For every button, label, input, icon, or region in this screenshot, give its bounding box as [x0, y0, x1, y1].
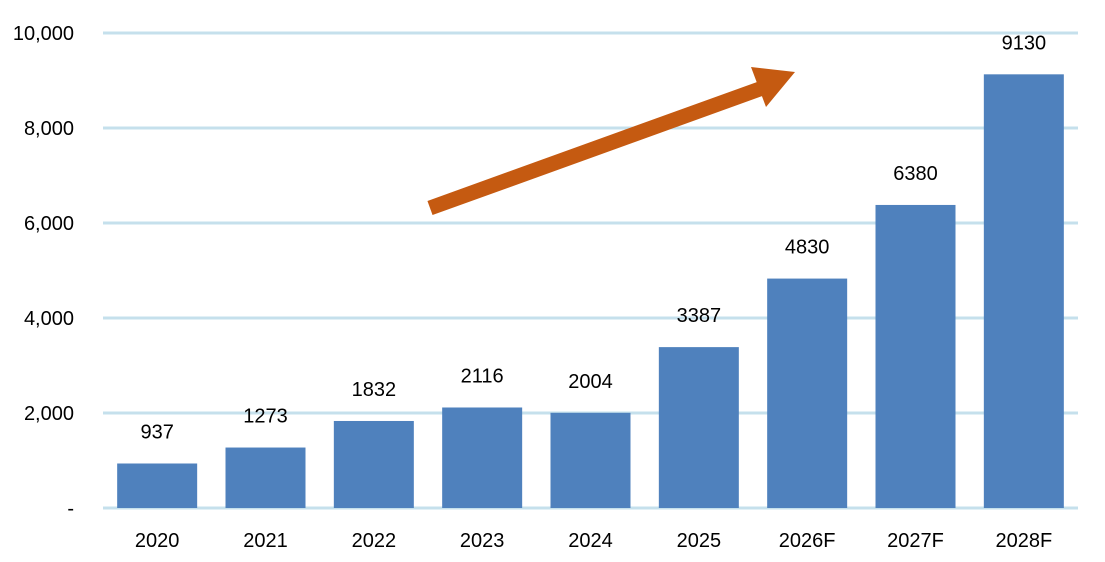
y-axis-tick-labels: - 2,000 4,000 6,000 8,000 10,000 [13, 23, 74, 520]
bar [333, 420, 414, 508]
x-tick-label: 2020 [135, 530, 180, 552]
x-axis-tick-labels: 2020 2021 2022 2023 2024 2025 2026F 2027F 2028F [135, 530, 1052, 552]
x-tick-label: 2025 [677, 530, 722, 552]
bar [550, 412, 631, 508]
data-labels: 937 1273 1832 2116 2004 3387 4830 6380 9130 [140, 32, 1046, 443]
x-tick-label: 2027F [887, 530, 944, 552]
bar [875, 204, 956, 508]
data-label: 1832 [352, 379, 397, 401]
y-tick-label: 8,000 [24, 118, 74, 140]
x-tick-label: 2028F [995, 530, 1052, 552]
bar [442, 407, 523, 508]
bars [117, 74, 1064, 508]
data-label: 9130 [1002, 32, 1047, 54]
y-tick-label: 6,000 [24, 213, 74, 235]
bar [983, 74, 1064, 508]
data-label: 2004 [568, 371, 613, 393]
y-tick-label: - [67, 498, 74, 520]
trend-arrow-head [751, 67, 795, 107]
bar [767, 278, 848, 508]
bar [658, 347, 739, 508]
trend-arrow-shaft [427, 78, 771, 216]
x-tick-label: 2021 [243, 530, 288, 552]
y-tick-label: 10,000 [13, 23, 74, 45]
bar [117, 463, 198, 508]
bar [225, 447, 306, 508]
x-tick-label: 2026F [779, 530, 836, 552]
x-tick-label: 2022 [352, 530, 397, 552]
x-tick-label: 2024 [568, 530, 613, 552]
data-label: 1273 [243, 406, 288, 428]
data-label: 937 [140, 421, 173, 443]
data-label: 3387 [677, 305, 722, 327]
y-tick-label: 4,000 [24, 308, 74, 330]
data-label: 6380 [893, 163, 938, 185]
y-tick-label: 2,000 [24, 403, 74, 425]
trend-arrow [427, 67, 795, 216]
x-tick-label: 2023 [460, 530, 505, 552]
data-label: 4830 [785, 237, 830, 259]
data-label: 2116 [461, 365, 504, 387]
